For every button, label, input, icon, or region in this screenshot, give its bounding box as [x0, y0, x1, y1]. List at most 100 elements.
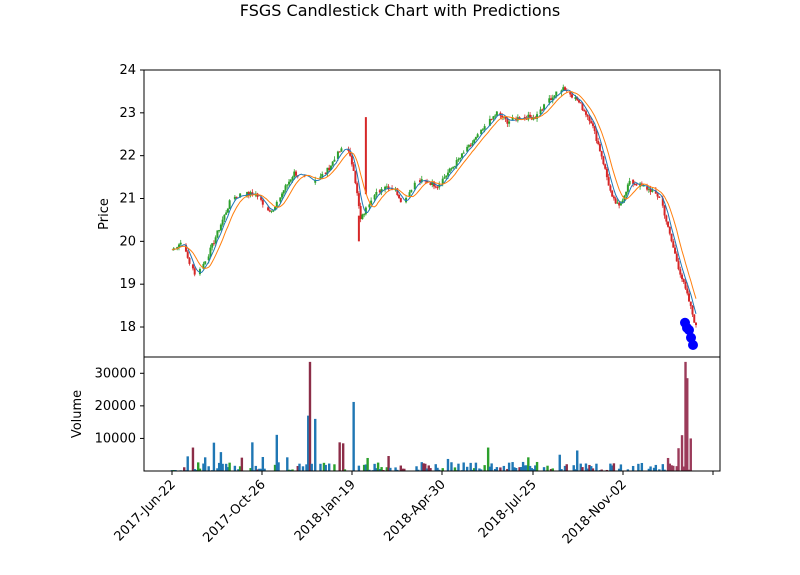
candle-body: [375, 191, 378, 196]
volume-bar: [579, 463, 582, 471]
candle-body: [364, 207, 367, 215]
volume-bar: [203, 457, 207, 471]
candle-body: [695, 322, 697, 326]
candle-body: [441, 178, 444, 184]
candle-body: [286, 184, 289, 186]
volume-bar: [238, 466, 242, 471]
candle-body: [226, 208, 229, 213]
y-tick-label: 23: [119, 106, 136, 121]
candle-body: [543, 104, 546, 110]
volume-bar: [228, 462, 231, 471]
candle-body: [581, 103, 584, 111]
candle-body: [466, 146, 469, 152]
volume-bar: [523, 465, 527, 471]
candle-body: [450, 168, 453, 170]
candle-body: [373, 195, 376, 200]
candle-body: [467, 145, 470, 147]
volume-bar: [474, 462, 478, 471]
volume-bar: [396, 469, 399, 471]
candle-body: [281, 193, 284, 198]
volume-bar: [506, 468, 509, 471]
volume-bar: [202, 463, 205, 471]
x-tick-label: 2018-Nov-02: [560, 477, 630, 547]
volume-bar: [549, 468, 553, 471]
candle-body: [380, 188, 383, 193]
candle-body: [681, 274, 684, 280]
candle-body: [595, 131, 598, 141]
candle-body: [378, 190, 381, 193]
candle-body: [385, 186, 388, 188]
volume-bar: [595, 463, 598, 471]
candle-body: [193, 268, 196, 275]
candle-body: [532, 117, 535, 120]
y-tick-label: 19: [119, 277, 136, 292]
volume-bar: [514, 468, 518, 471]
candle-body: [338, 151, 341, 153]
volume-bar: [328, 463, 331, 471]
volume-bar: [457, 463, 460, 471]
volume-bar: [453, 467, 457, 471]
candle-body: [272, 210, 275, 212]
volume-bar: [609, 463, 612, 471]
candle-body: [609, 185, 612, 191]
candle-body: [663, 205, 666, 216]
candle-body: [349, 150, 352, 156]
volume-bar: [273, 464, 277, 471]
volume-bar: [652, 467, 656, 471]
candle-body: [483, 126, 486, 130]
volume-bar: [425, 468, 429, 471]
volume-bar: [486, 447, 490, 471]
candle-body: [247, 192, 250, 196]
candle-body: [204, 261, 207, 264]
candle-body: [667, 221, 670, 227]
candle-body: [202, 263, 205, 269]
volume-bar: [434, 464, 437, 471]
volume-bar: [654, 464, 658, 471]
volume-bar: [375, 468, 378, 471]
candle-body: [672, 241, 675, 248]
y-tick-label: 18: [119, 320, 136, 335]
volume-bar: [528, 465, 532, 471]
candle-body: [488, 118, 491, 126]
candle-body: [291, 177, 294, 180]
volume-bar: [658, 469, 661, 471]
candle-body: [492, 116, 495, 119]
volume-bar: [661, 464, 665, 471]
volume-bar: [530, 468, 534, 471]
y-tick-label: 22: [119, 149, 136, 164]
candle-body: [251, 192, 254, 195]
volume-bar: [584, 463, 588, 471]
volume-bar: [612, 463, 616, 471]
volume-bar: [219, 452, 223, 471]
volume-bar: [488, 466, 492, 471]
candle-body: [314, 180, 317, 183]
candle-body: [495, 111, 498, 116]
volume-bar: [591, 468, 595, 471]
volume-bar: [436, 467, 439, 471]
candle-body: [642, 185, 645, 187]
volume-bar: [507, 462, 511, 471]
volume-bar: [532, 469, 535, 471]
candle-body: [529, 114, 532, 118]
volume-bar: [478, 468, 481, 471]
candle-body: [354, 170, 357, 184]
volume-bar: [378, 469, 382, 471]
volume-bar: [368, 469, 371, 471]
candle-body: [239, 193, 242, 198]
volume-bar: [291, 469, 294, 471]
chart-title: FSGS Candlestick Chart with Predictions: [240, 1, 560, 20]
volume-bar: [534, 465, 537, 471]
candle-body: [219, 224, 222, 231]
candle-body: [661, 198, 664, 206]
volume-bar: [193, 469, 196, 471]
candle-body: [677, 261, 680, 270]
candle-body: [605, 168, 608, 178]
volume-bar: [471, 469, 474, 471]
volume-bar: [364, 464, 368, 471]
volume-bar: [415, 466, 418, 471]
candle-body: [586, 114, 589, 117]
volume-bar: [672, 465, 675, 471]
candle-body: [364, 117, 367, 195]
volume-bar: [217, 462, 221, 471]
candle-body: [539, 109, 542, 115]
